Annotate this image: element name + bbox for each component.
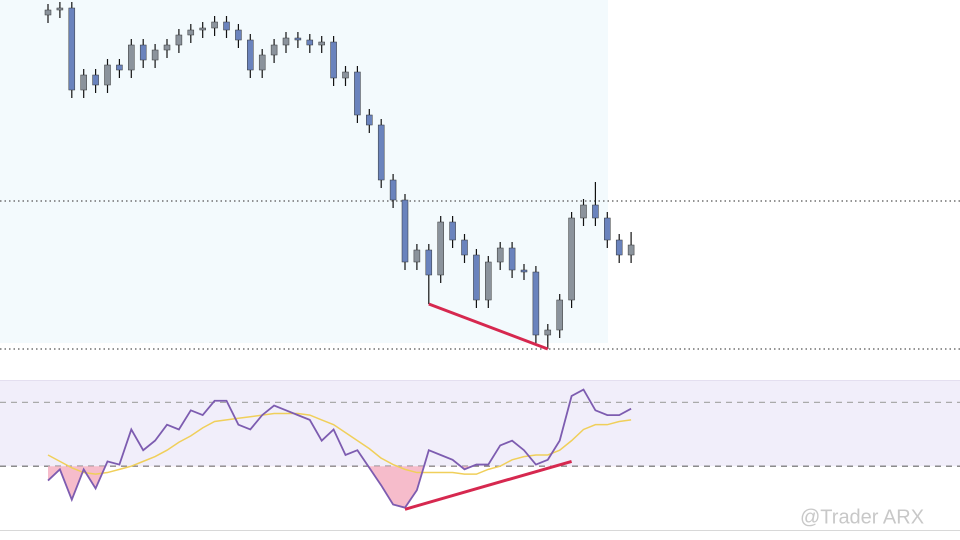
candle-body (318, 41, 325, 46)
candle-body (592, 204, 599, 219)
candle-body (306, 39, 314, 46)
candle-body (282, 37, 290, 46)
candle-body (56, 7, 64, 11)
candle-body (139, 44, 147, 61)
candle-body (187, 29, 195, 36)
candle-body (68, 7, 76, 91)
candle-body (163, 44, 171, 51)
candle-body (44, 9, 52, 16)
candle-body (199, 27, 206, 31)
candle-body (615, 239, 623, 256)
candle-body (235, 29, 242, 41)
candle-body (568, 217, 575, 301)
candle-body (449, 221, 456, 241)
candle-body (354, 71, 361, 116)
watermark: @Trader ARX (800, 506, 924, 528)
candle-body (520, 269, 528, 273)
candle-body (211, 21, 218, 29)
rsi-line (47, 388, 632, 509)
candle-body (532, 271, 540, 336)
candle-body (247, 39, 254, 71)
candle-body (627, 244, 635, 256)
candle-body (604, 217, 611, 241)
candle-body (556, 299, 563, 331)
panel-bottom (0, 530, 960, 531)
candle-body (377, 124, 385, 181)
candle-body (544, 329, 552, 336)
candle-body (294, 37, 302, 41)
candle-body (270, 44, 278, 56)
candle-body (413, 249, 421, 263)
candle-body (330, 41, 337, 79)
candle-body (461, 239, 468, 256)
candle-body (366, 114, 373, 126)
candle-body (175, 34, 183, 46)
candle-body (473, 254, 480, 301)
candle-body (80, 74, 87, 91)
candle-body (389, 179, 397, 201)
divergence-line (428, 302, 549, 351)
candle-body (258, 54, 266, 71)
candle-body (508, 247, 516, 271)
candle-body (485, 261, 492, 301)
candle-body (128, 44, 135, 71)
panel-border (0, 380, 960, 381)
divergence-line (404, 459, 573, 511)
candle-body (580, 204, 587, 219)
candle-body (116, 64, 123, 71)
rsi-band (0, 381, 960, 467)
candle-body (425, 249, 433, 276)
candle-body (496, 247, 504, 263)
candle-body (223, 21, 230, 31)
candle-body (342, 71, 349, 79)
rsi-line (47, 412, 632, 475)
candle-body (437, 221, 444, 276)
oversold-fill (48, 466, 473, 508)
candle-body (92, 74, 99, 86)
candle-body (151, 49, 159, 61)
candle-body (401, 199, 409, 263)
candle-body (104, 64, 111, 86)
session-background (0, 0, 608, 343)
